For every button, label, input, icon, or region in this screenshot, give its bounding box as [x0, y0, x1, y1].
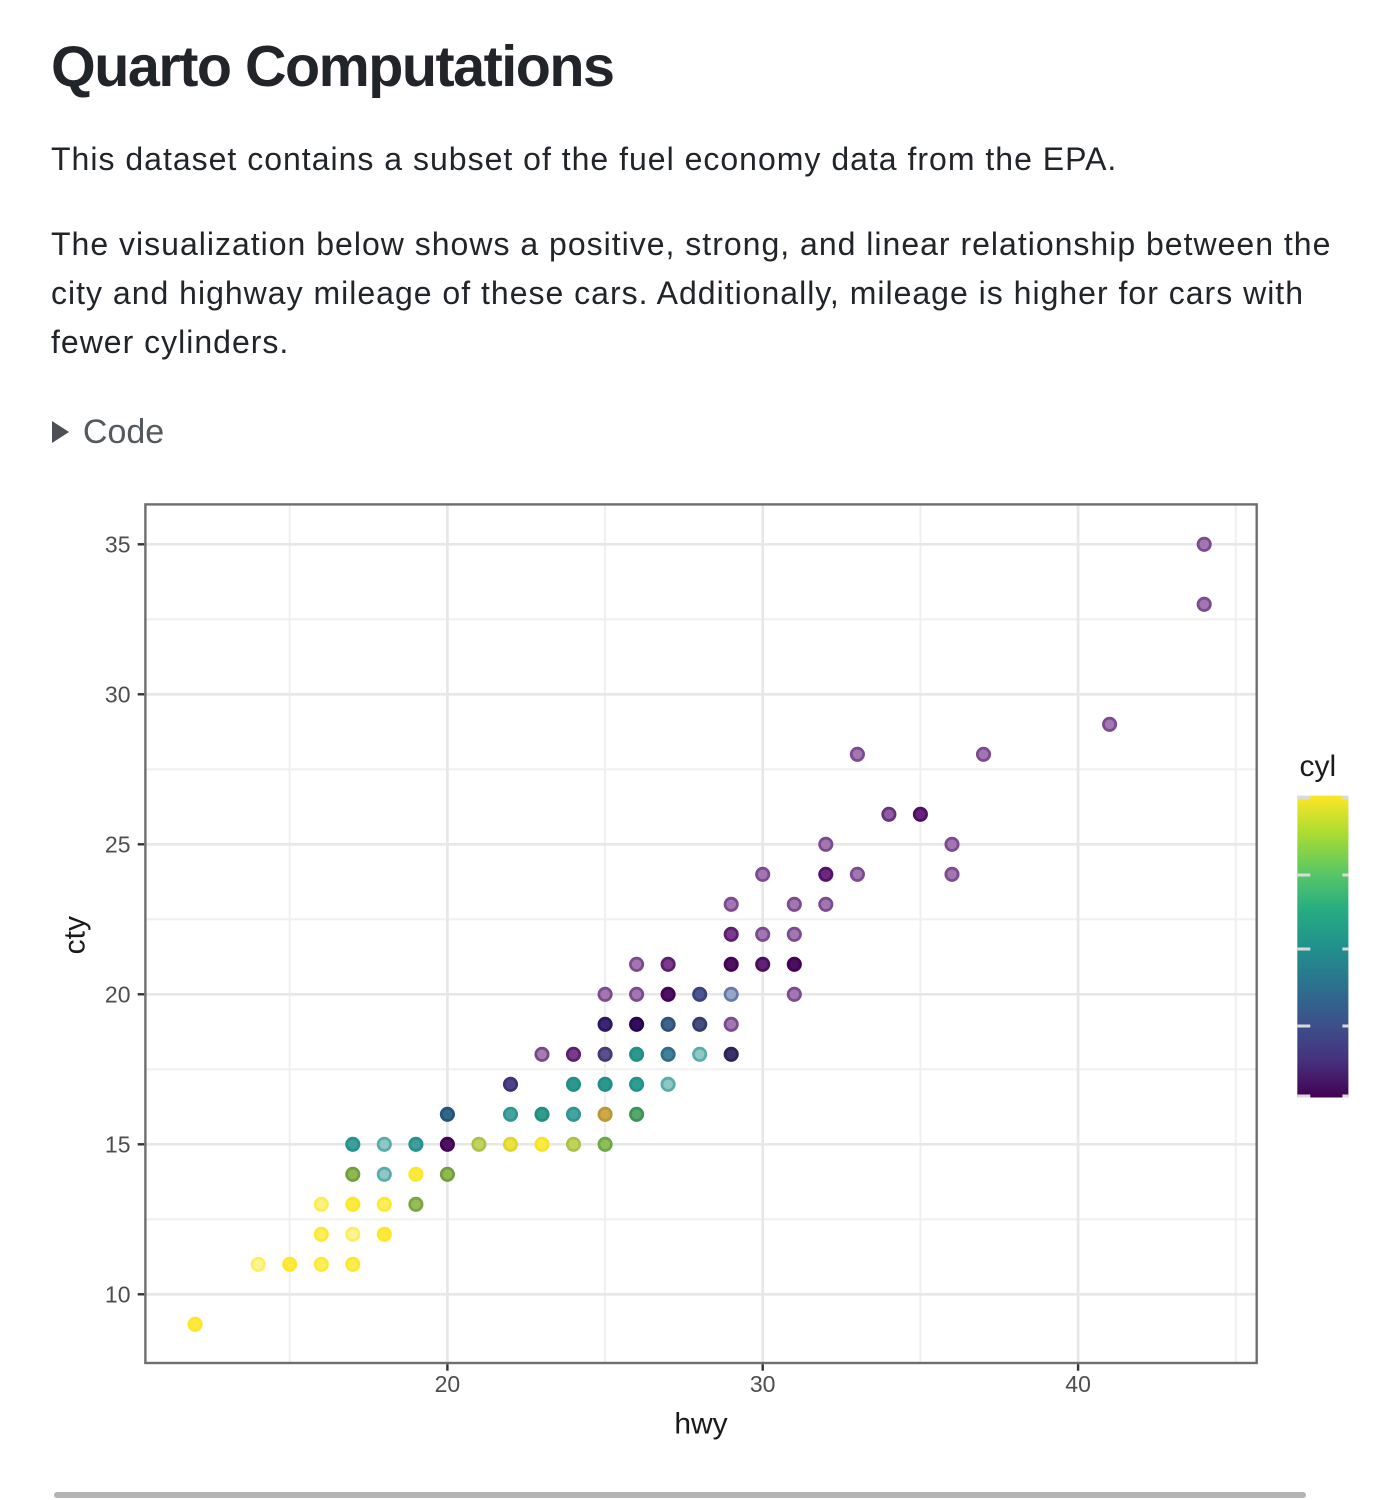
svg-text:cyl: cyl — [1300, 750, 1337, 783]
svg-text:30: 30 — [750, 1371, 776, 1397]
svg-text:20: 20 — [105, 982, 131, 1008]
svg-text:40: 40 — [1065, 1371, 1091, 1397]
svg-text:25: 25 — [105, 832, 131, 858]
svg-text:hwy: hwy — [674, 1408, 727, 1441]
svg-text:cty: cty — [58, 916, 91, 954]
svg-text:10: 10 — [105, 1282, 131, 1308]
svg-text:15: 15 — [105, 1132, 131, 1158]
svg-text:20: 20 — [435, 1371, 461, 1397]
svg-text:30: 30 — [105, 682, 131, 708]
svg-text:35: 35 — [105, 532, 131, 558]
